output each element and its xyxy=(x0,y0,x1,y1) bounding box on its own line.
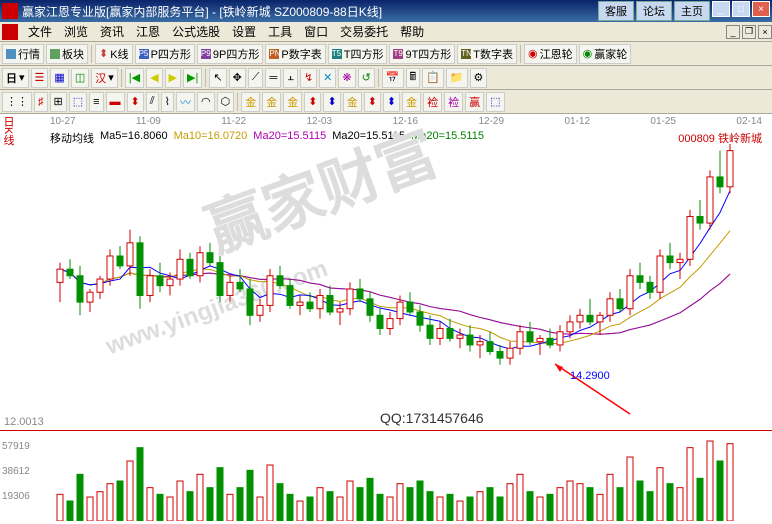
tb-prev[interactable]: ◀ xyxy=(146,68,162,88)
menu-file[interactable]: 文件 xyxy=(22,21,58,42)
luntan-button[interactable]: 论坛 xyxy=(636,1,672,21)
menu-tools[interactable]: 工具 xyxy=(262,21,298,42)
tb-t2[interactable]: ✥ xyxy=(229,68,246,88)
tb3-jin2[interactable]: 金 xyxy=(262,92,281,112)
menubar: 文件 浏览 资讯 江恩 公式选股 设置 工具 窗口 交易委托 帮助 _ ❐ × xyxy=(0,22,772,42)
tb3-jin1[interactable]: 金 xyxy=(241,92,260,112)
tb3-c2[interactable]: 裣 xyxy=(444,92,463,112)
tb3-1[interactable]: ⋮⋮ xyxy=(2,92,32,112)
tb3-10[interactable]: 〰 xyxy=(176,92,195,112)
minimize-button[interactable]: _ xyxy=(712,1,730,17)
price-base: 12.0013 xyxy=(4,416,44,428)
tb-kxian[interactable]: ⬍K线 xyxy=(95,44,133,64)
tb-t5[interactable]: ⫠ xyxy=(283,68,298,88)
tb3-jin5[interactable]: 金 xyxy=(402,92,421,112)
menu-news[interactable]: 资讯 xyxy=(94,21,130,42)
tb3-k1[interactable]: ⬍ xyxy=(304,92,321,112)
menu-settings[interactable]: 设置 xyxy=(226,21,262,42)
tb3-k4[interactable]: ⬍ xyxy=(383,92,400,112)
close-button[interactable]: × xyxy=(752,1,770,17)
tb3-c1[interactable]: 裣 xyxy=(423,92,442,112)
tb3-jin4[interactable]: 金 xyxy=(343,92,362,112)
qq-label: QQ:1731457646 xyxy=(380,410,484,426)
tb-c2[interactable]: 🖩 xyxy=(406,68,421,88)
tb3-c3[interactable]: 赢 xyxy=(465,92,484,112)
menu-window[interactable]: 窗口 xyxy=(298,21,334,42)
tb-tfang[interactable]: T5T四方形 xyxy=(328,44,388,64)
tb-i1[interactable]: ☰ xyxy=(31,68,49,88)
tb-pshuzhi[interactable]: PNP数字表 xyxy=(265,44,325,64)
tb-next[interactable]: ▶ xyxy=(165,68,181,88)
chart-ylabel: 日K线 xyxy=(0,116,16,145)
tb3-2[interactable]: ♯ xyxy=(34,92,48,112)
tb-i3[interactable]: ◫ xyxy=(71,68,89,88)
tb-c3[interactable]: 📋 xyxy=(422,68,444,88)
kefu-button[interactable]: 客服 xyxy=(598,1,634,21)
volume-chart[interactable]: 579193861219306 xyxy=(0,430,772,524)
zhuye-button[interactable]: 主页 xyxy=(674,1,710,21)
tb-period[interactable]: 日 ▾ xyxy=(2,68,29,88)
tb3-jin3[interactable]: 金 xyxy=(283,92,302,112)
tb3-c4[interactable]: ⬚ xyxy=(486,92,504,112)
tb3-8[interactable]: ⫽ xyxy=(146,92,159,112)
tb3-11[interactable]: ◠ xyxy=(197,92,215,112)
tb3-k2[interactable]: ⬍ xyxy=(323,92,340,112)
app-icon xyxy=(2,3,18,19)
menu-help[interactable]: 帮助 xyxy=(394,21,430,42)
tb-t7[interactable]: ✕ xyxy=(319,68,336,88)
tb-t6[interactable]: ↯ xyxy=(300,68,317,88)
tb3-4[interactable]: ⬚ xyxy=(69,92,87,112)
mdi-close-button[interactable]: × xyxy=(758,25,772,39)
toolbar-3: ⋮⋮ ♯ ⊞ ⬚ ≡ ▬ ⬍ ⫽ ⌇ 〰 ◠ ⬡ 金 金 金 ⬍ ⬍ 金 ⬍ ⬍… xyxy=(0,90,772,114)
tb-9pfang[interactable]: P99P四方形 xyxy=(197,44,263,64)
tb-t1[interactable]: ↖ xyxy=(209,68,226,88)
tb-last[interactable]: ▶| xyxy=(183,68,202,88)
menu-jiangn[interactable]: 江恩 xyxy=(130,21,166,42)
toolbar-2: 日 ▾ ☰ ▦ ◫ 汉▾ |◀ ◀ ▶ ▶| ↖ ✥ ⟋ ═ ⫠ ↯ ✕ ❋ ↺… xyxy=(0,66,772,90)
tb-tshuzhi[interactable]: TNT数字表 xyxy=(457,44,517,64)
vol-svg xyxy=(50,431,750,521)
tb-t3[interactable]: ⟋ xyxy=(248,68,264,88)
tb-bankuai[interactable]: 板块 xyxy=(46,44,88,64)
mdi-restore-button[interactable]: ❐ xyxy=(742,25,756,39)
price-annotation: 14.2900 xyxy=(570,370,610,382)
tb3-7[interactable]: ⬍ xyxy=(127,92,144,112)
tb-yingjialun[interactable]: ◉赢家轮 xyxy=(579,44,632,64)
tb-t8[interactable]: ❋ xyxy=(338,68,355,88)
titlebar: 赢家江恩专业版[赢家内部服务平台] - [铁岭新城 SZ000809-88日K线… xyxy=(0,0,772,22)
menu-browse[interactable]: 浏览 xyxy=(58,21,94,42)
chart-xaxis: 10-2711-0911-2212-0312-1612-2901-1201-25… xyxy=(50,116,762,127)
tb3-3[interactable]: ⊞ xyxy=(50,92,67,112)
kline-chart[interactable]: 日K线 10-2711-0911-2212-0312-1612-2901-120… xyxy=(0,114,772,430)
menu-icon xyxy=(2,24,18,40)
tb-t4[interactable]: ═ xyxy=(265,68,281,88)
menu-formula[interactable]: 公式选股 xyxy=(166,21,226,42)
menu-trade[interactable]: 交易委托 xyxy=(334,21,394,42)
maximize-button[interactable]: □ xyxy=(732,1,750,17)
tb-jianglun[interactable]: ◉江恩轮 xyxy=(524,44,577,64)
tb3-6[interactable]: ▬ xyxy=(106,92,125,112)
toolbar-1: 行情 板块 ⬍K线 P5P四方形 P99P四方形 PNP数字表 T5T四方形 T… xyxy=(0,42,772,66)
tb3-5[interactable]: ≡ xyxy=(89,92,103,112)
tb-hangqing[interactable]: 行情 xyxy=(2,44,44,64)
tb-i4[interactable]: 汉▾ xyxy=(91,68,118,88)
tb-first[interactable]: |◀ xyxy=(125,68,144,88)
tb-9tfang[interactable]: T99T四方形 xyxy=(389,44,455,64)
mdi-min-button[interactable]: _ xyxy=(726,25,740,39)
tb-i2[interactable]: ▦ xyxy=(50,68,68,88)
tb3-9[interactable]: ⌇ xyxy=(161,92,174,112)
tb-c1[interactable]: 📅 xyxy=(382,68,404,88)
window-title: 赢家江恩专业版[赢家内部服务平台] - [铁岭新城 SZ000809-88日K线… xyxy=(22,3,598,20)
tb-pfang[interactable]: P5P四方形 xyxy=(135,44,195,64)
candle-svg xyxy=(50,144,750,424)
tb-t9[interactable]: ↺ xyxy=(358,68,375,88)
tb3-12[interactable]: ⬡ xyxy=(217,92,235,112)
tb-c5[interactable]: ⚙ xyxy=(470,68,488,88)
tb-c4[interactable]: 📁 xyxy=(446,68,468,88)
tb3-k3[interactable]: ⬍ xyxy=(364,92,381,112)
